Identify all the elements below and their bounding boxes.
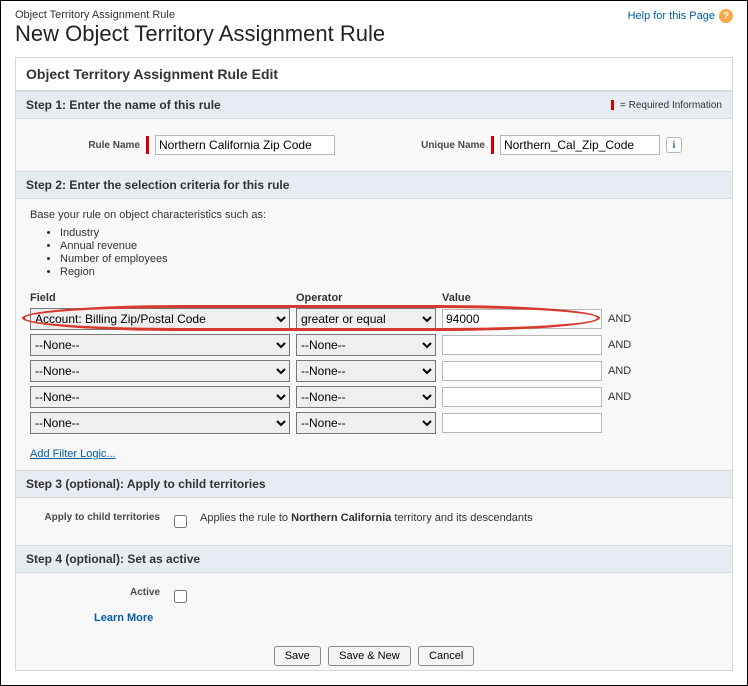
button-bar: Save Save & New Cancel — [16, 634, 732, 670]
apply-to-child-label: Apply to child territories — [30, 512, 160, 524]
save-button[interactable]: Save — [274, 646, 321, 666]
col-value-header: Value — [442, 292, 602, 304]
help-for-page-link[interactable]: Help for this Page ? — [628, 9, 733, 23]
apply-text-prefix: Applies the rule to — [200, 512, 291, 524]
add-filter-logic-link[interactable]: Add Filter Logic... — [30, 448, 116, 460]
criteria-field-select[interactable]: Account: Billing Zip/Postal Code — [30, 308, 290, 330]
criteria-operator-select[interactable]: --None-- — [296, 360, 436, 382]
step2-title: Step 2: Enter the selection criteria for… — [26, 178, 289, 192]
criteria-operator-select[interactable]: --None-- — [296, 334, 436, 356]
apply-row: Apply to child territories Applies the r… — [30, 508, 718, 535]
required-indicator-icon — [491, 136, 494, 154]
list-item: Annual revenue — [60, 240, 718, 252]
help-icon: ? — [719, 9, 733, 23]
criteria-intro: Base your rule on object characteristics… — [30, 209, 718, 221]
learn-more-link[interactable]: Learn More — [94, 612, 718, 624]
criteria-operator-select[interactable]: --None-- — [296, 386, 436, 408]
criteria-value-input[interactable] — [442, 309, 602, 329]
criteria-value-input[interactable] — [442, 413, 602, 433]
step3-body: Apply to child territories Applies the r… — [16, 498, 732, 545]
unique-name-group: Unique Name i — [375, 135, 682, 155]
active-checkbox[interactable] — [174, 590, 187, 603]
name-row: Rule Name Unique Name i — [30, 129, 718, 161]
step4-header: Step 4 (optional): Set as active — [16, 545, 732, 573]
list-item: Number of employees — [60, 253, 718, 265]
characteristics-list: Industry Annual revenue Number of employ… — [60, 227, 718, 278]
list-item: Industry — [60, 227, 718, 239]
step3-title: Step 3 (optional): Apply to child territ… — [26, 477, 266, 491]
required-bar-icon — [611, 100, 614, 110]
criteria-value-input[interactable] — [442, 335, 602, 355]
help-link-text: Help for this Page — [628, 10, 715, 22]
rule-name-group: Rule Name — [30, 135, 335, 155]
unique-name-input[interactable] — [500, 135, 660, 155]
panel-title: Object Territory Assignment Rule Edit — [16, 58, 732, 91]
unique-name-label: Unique Name — [375, 140, 485, 151]
and-label: AND — [608, 365, 648, 377]
step1-header: Step 1: Enter the name of this rule = Re… — [16, 91, 732, 119]
step2-header: Step 2: Enter the selection criteria for… — [16, 171, 732, 199]
and-label: AND — [608, 339, 648, 351]
criteria-field-select[interactable]: --None-- — [30, 334, 290, 356]
required-note: = Required Information — [611, 100, 722, 111]
step1-body: Rule Name Unique Name i — [16, 119, 732, 171]
info-icon[interactable]: i — [666, 137, 682, 153]
list-item: Region — [60, 266, 718, 278]
active-label: Active — [30, 587, 160, 599]
step3-header: Step 3 (optional): Apply to child territ… — [16, 470, 732, 498]
and-label: AND — [608, 313, 648, 325]
apply-text-suffix: territory and its descendants — [391, 512, 532, 524]
criteria-field-select[interactable]: --None-- — [30, 386, 290, 408]
col-operator-header: Operator — [296, 292, 436, 304]
rule-name-label: Rule Name — [30, 140, 140, 151]
apply-description: Applies the rule to Northern California … — [200, 512, 533, 524]
step4-title: Step 4 (optional): Set as active — [26, 552, 200, 566]
active-row: Active — [30, 583, 718, 610]
criteria-table: Field Operator Value Account: Billing Zi… — [30, 292, 718, 434]
header-left: Object Territory Assignment Rule New Obj… — [15, 9, 385, 57]
criteria-wrap: Field Operator Value Account: Billing Zi… — [30, 292, 718, 434]
criteria-value-input[interactable] — [442, 361, 602, 381]
criteria-operator-select[interactable]: greater or equal — [296, 308, 436, 330]
step1-title: Step 1: Enter the name of this rule — [26, 98, 221, 112]
criteria-field-select[interactable]: --None-- — [30, 360, 290, 382]
criteria-operator-select[interactable]: --None-- — [296, 412, 436, 434]
rule-name-input[interactable] — [155, 135, 335, 155]
required-indicator-icon — [146, 136, 149, 154]
cancel-button[interactable]: Cancel — [418, 646, 474, 666]
edit-panel: Object Territory Assignment Rule Edit St… — [15, 57, 733, 671]
required-note-text: = Required Information — [620, 100, 722, 111]
page-container: Object Territory Assignment Rule New Obj… — [0, 0, 748, 686]
criteria-value-input[interactable] — [442, 387, 602, 407]
criteria-field-select[interactable]: --None-- — [30, 412, 290, 434]
step4-body: Active Learn More — [16, 573, 732, 634]
breadcrumb: Object Territory Assignment Rule — [15, 9, 385, 21]
save-and-new-button[interactable]: Save & New — [328, 646, 411, 666]
apply-to-child-checkbox[interactable] — [174, 515, 187, 528]
top-bar: Object Territory Assignment Rule New Obj… — [15, 9, 733, 57]
step2-body: Base your rule on object characteristics… — [16, 199, 732, 470]
col-field-header: Field — [30, 292, 290, 304]
and-label: AND — [608, 391, 648, 403]
page-title: New Object Territory Assignment Rule — [15, 21, 385, 47]
apply-territory-name: Northern California — [291, 512, 391, 524]
